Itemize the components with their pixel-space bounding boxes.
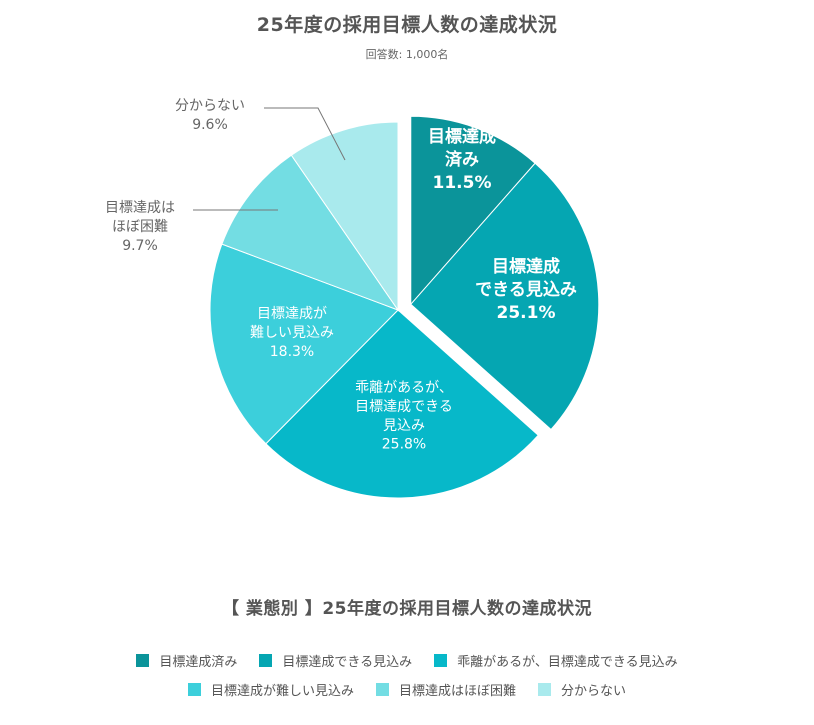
pie-slice — [410, 162, 600, 431]
legend-item: 目標達成できる見込み — [259, 651, 412, 670]
legend-item: 乖離があるが、目標達成できる見込み — [434, 651, 678, 670]
chart-title: 25年度の採用目標人数の達成状況 — [256, 14, 558, 36]
slice-label: 目標達成できる見込み 25.1% — [475, 256, 577, 323]
slice-name-label: 目標達成できる — [355, 399, 453, 415]
pie-slice — [290, 121, 399, 312]
slice-value-label: 25.1% — [497, 303, 556, 323]
slice-name-label: できる見込み — [475, 280, 577, 300]
slice-label: 乖離があるが、目標達成できる見込み 25.8% — [355, 379, 453, 453]
slice-value-label: 11.5% — [433, 173, 492, 193]
legend-label: 目標達成はほぼ困難 — [398, 684, 516, 699]
chart-subtitle: 回答数: 1,000名 — [365, 48, 449, 61]
legend-item: 目標達成済み — [136, 651, 237, 670]
slice-label: 目標達成はほぼ困難 9.7% — [105, 200, 175, 254]
legend-row-2: 目標達成が難しい見込み 目標達成はほぼ困難 分からない — [0, 680, 814, 699]
slice-label: 目標達成が難しい見込み 18.3% — [250, 306, 334, 360]
slice-name-label: 目標達成は — [105, 200, 175, 216]
slice-value-label: 25.8% — [382, 437, 426, 453]
legend-swatch — [434, 654, 448, 667]
legend-label: 目標達成が難しい見込み — [210, 684, 354, 699]
pie-chart: 目標達成済み 11.5%目標達成できる見込み 25.1%乖離があるが、目標達成できる… — [105, 98, 600, 499]
legend-swatch — [259, 654, 273, 667]
legend-item: 目標達成が難しい見込み — [187, 680, 354, 699]
legend-label: 乖離があるが、目標達成できる見込み — [457, 655, 678, 670]
legend-swatch — [375, 683, 389, 696]
slice-value-label: 18.3% — [270, 344, 314, 360]
slice-label: 目標達成済み 11.5% — [428, 126, 496, 193]
legend-label: 目標達成できる見込み — [282, 655, 413, 670]
legend-label: 目標達成済み — [159, 655, 238, 670]
slice-name-label: ほぼ困難 — [112, 219, 168, 235]
pie-slice — [221, 154, 400, 312]
slice-name-label: 難しい見込み — [250, 325, 334, 341]
legend-item: 目標達成はほぼ困難 — [375, 680, 516, 699]
slice-name-label: 見込み — [383, 418, 425, 434]
slice-name-label: 済み — [445, 149, 479, 170]
legend-row-1: 目標達成済み 目標達成できる見込み 乖離があるが、目標達成できる見込み — [0, 651, 814, 670]
pie-slice — [410, 115, 536, 306]
legend-swatch — [136, 654, 150, 667]
leader-line — [264, 107, 346, 161]
slice-name-label: 分からない — [175, 98, 245, 114]
pie-slice — [209, 243, 399, 445]
pie-slice — [265, 309, 539, 499]
slice-label: 分からない 9.6% — [175, 98, 245, 133]
slice-name-label: 乖離があるが、 — [355, 379, 453, 396]
slice-name-label: 目標達成が — [257, 306, 327, 322]
legend-swatch — [187, 683, 201, 696]
legend-swatch — [538, 683, 551, 696]
slice-name-label: 目標達成 — [492, 256, 560, 277]
slice-value-label: 9.7% — [122, 238, 158, 254]
legend-label: 分からない — [561, 684, 627, 699]
segment-section-title: 【 業態別 】25年度の採用目標人数の達成状況 — [222, 599, 592, 619]
slice-name-label: 目標達成 — [428, 126, 496, 147]
legend-item: 分からない — [538, 680, 626, 699]
slice-value-label: 9.6% — [192, 117, 228, 133]
